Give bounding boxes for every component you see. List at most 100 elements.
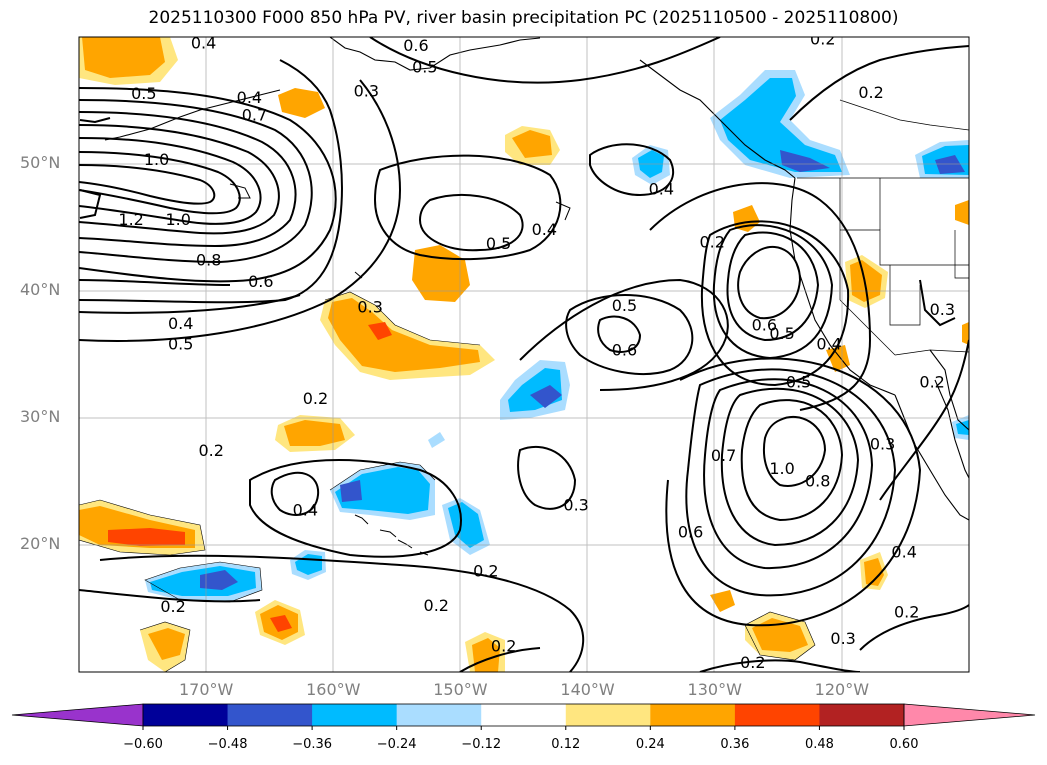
colorbar-segment: [650, 704, 736, 726]
state-border: [839, 299, 896, 356]
contour-label: 0.3: [830, 629, 855, 648]
lat-label: 20°N: [20, 534, 61, 553]
precip-patch: [270, 615, 292, 632]
contour-label: 0.5: [769, 324, 794, 343]
hawaii-island: [379, 529, 397, 538]
contour-label: 0.3: [870, 435, 895, 454]
us-mexico-border: [894, 349, 969, 356]
pv-contour: [740, 399, 844, 522]
colorbar-tick-label: 0.48: [804, 737, 834, 752]
colorbar-tick-label: −0.24: [376, 737, 417, 752]
precip-outline: [139, 621, 191, 672]
contour-label: 0.2: [491, 637, 516, 656]
baja-inner: [934, 379, 969, 479]
state-border: [889, 265, 921, 326]
small-island: [229, 183, 251, 199]
pv-contour: [99, 554, 585, 672]
colorbar-extend-high: [903, 703, 1036, 727]
canada-provinces: [839, 99, 969, 131]
colorbar: [11, 703, 1036, 730]
contour-label: 0.4: [191, 33, 216, 52]
pv-contour: [699, 659, 861, 672]
contour-label: 0.2: [303, 389, 328, 408]
contour-label: 0.8: [196, 251, 221, 270]
contour-label: 0.3: [930, 300, 955, 319]
contour-label: 0.2: [894, 602, 919, 621]
pv-contour: [700, 220, 850, 387]
aleutian-islands: [104, 89, 281, 141]
precip-outline: [79, 499, 206, 556]
pv-contour: [369, 37, 721, 84]
pv-contour: [762, 415, 827, 487]
contour-label: 0.2: [810, 30, 835, 49]
alaska-coast: [329, 37, 541, 71]
contour-label: 0.4: [168, 314, 193, 333]
lat-label: 30°N: [20, 407, 61, 426]
hawaii-island: [354, 514, 369, 525]
precip-patch: [328, 298, 480, 372]
lon-label: 170°W: [178, 680, 234, 699]
borders: [797, 99, 969, 356]
contour-label: 0.4: [532, 220, 557, 239]
contour-label: 0.4: [293, 501, 318, 520]
contour-label: 0.3: [563, 496, 588, 515]
contour-label: 0.4: [816, 334, 841, 353]
precip-patch: [512, 130, 552, 158]
baja-coast: [894, 394, 969, 521]
pv-contour: [79, 164, 216, 205]
contour-label: 0.8: [805, 472, 830, 491]
pv-contour: [79, 137, 262, 225]
contour-label: 0.6: [403, 36, 428, 55]
contour-label: 1.0: [165, 210, 190, 229]
colorbar-extend-low: [11, 703, 144, 727]
contour-label: 0.4: [891, 543, 916, 562]
contour-label: 0.6: [612, 341, 637, 360]
colorbar-tick-label: −0.60: [123, 737, 163, 752]
pv-contour: [79, 79, 402, 342]
pv-contours: [79, 37, 969, 672]
contour-label: 0.5: [168, 334, 193, 353]
contour-label: 0.7: [242, 106, 267, 125]
lon-label: 140°W: [560, 680, 615, 699]
precip-patch: [956, 420, 969, 435]
plot-area: 0.4 0.60.50.20.5 0.40.70.3 0.21.00.41.2 1.00…: [79, 30, 969, 672]
colorbar-segment: [396, 704, 482, 726]
contour-label: 1.2: [118, 210, 143, 229]
bc-coast: [639, 59, 796, 179]
colorbar-tick-label: −0.48: [207, 737, 248, 752]
precip-patch: [108, 528, 185, 546]
pv-contour: [79, 111, 297, 248]
pv-contour: [665, 357, 922, 627]
pv-contour: [79, 87, 337, 283]
colorbar-tick-label: −0.12: [461, 737, 502, 752]
lon-label: 160°W: [306, 680, 361, 699]
pv-contour: [712, 224, 834, 360]
colorbar-segment: [565, 704, 651, 726]
contour-label: 0.2: [699, 233, 724, 252]
contour-label: 0.2: [160, 597, 185, 616]
precip-outline: [744, 611, 816, 661]
pv-contour: [859, 604, 969, 651]
pv-contour: [726, 231, 820, 342]
hawaii-island: [397, 539, 413, 549]
precip-outline: [329, 461, 436, 491]
colorbar-segment: [819, 704, 905, 726]
pv-contour: [589, 143, 675, 197]
contour-label: 0.2: [919, 372, 944, 391]
colorbar-tick-label: 0.12: [551, 737, 581, 752]
pv-contour: [79, 99, 313, 264]
pv-contour: [919, 279, 956, 327]
colorbar-segment: [312, 704, 398, 726]
pv-contour: [249, 459, 462, 558]
contour-label: 1.0: [769, 459, 794, 478]
pv-contour: [270, 471, 320, 516]
pv-contour: [79, 151, 241, 215]
pv-contour: [597, 315, 642, 353]
colorbar-frame: [142, 703, 905, 727]
precip-patch: [826, 345, 850, 372]
pv-contour: [459, 647, 541, 672]
pv-contour: [79, 117, 111, 124]
contour-label: 0.2: [473, 562, 498, 581]
colorbar-tick-label: 0.36: [720, 737, 750, 752]
